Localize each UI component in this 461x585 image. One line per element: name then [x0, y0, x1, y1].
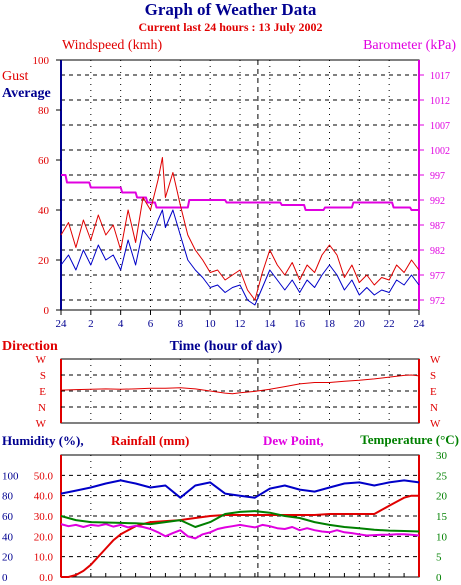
direction-tick-label-left: W: [36, 418, 47, 430]
left-tick-label: 40: [38, 205, 50, 217]
direction-tick-label-right: E: [430, 386, 437, 398]
right-tick-label: 977: [430, 271, 445, 282]
x-tick-label: 22: [384, 318, 395, 330]
humidity-tick-label: 40: [2, 531, 14, 543]
direction-line: [60, 374, 420, 395]
x-tick-label: 6: [148, 318, 154, 330]
plot-frame: [60, 59, 420, 311]
x-tick-label: 18: [324, 318, 336, 330]
direction-tick-label-left: S: [40, 370, 46, 382]
rainfall-tick-label: 10.0: [34, 552, 54, 564]
chart-title: Graph of Weather Data: [144, 0, 317, 19]
right-tick-label: 992: [430, 196, 445, 207]
left-tick-label: 60: [38, 155, 50, 167]
average-line: [60, 209, 420, 306]
left-tick-label: 80: [38, 105, 50, 117]
x-tick-label: 8: [178, 318, 184, 330]
chart-subtitle: Current last 24 hours : 13 July 2002: [138, 20, 323, 34]
right-tick-label: 1012: [430, 96, 450, 107]
temperature-tick-label: 5: [436, 552, 442, 564]
humidity-tick-label: 100: [2, 470, 19, 482]
x-tick-label: 4: [118, 318, 124, 330]
right-tick-label: 982: [430, 246, 445, 257]
dew-point-label: Dew Point,: [263, 433, 324, 448]
humidity-tick-label: 0: [2, 572, 8, 584]
rainfall-tick-label: 20.0: [34, 531, 54, 543]
left-tick-label: 20: [38, 255, 50, 267]
humidity-tick-label: 60: [2, 511, 14, 523]
right-tick-label: 1007: [430, 121, 450, 132]
direction-tick-label-right: W: [430, 354, 441, 366]
rainfall-line: [61, 494, 419, 578]
x-axis-label: Time (hour of day): [170, 339, 283, 354]
temperature-line: [60, 510, 420, 533]
direction-tick-label-right: S: [430, 370, 436, 382]
temperature-tick-label: 25: [436, 470, 448, 482]
gust-line: [60, 157, 420, 301]
direction-tick-label-left: E: [39, 386, 46, 398]
x-tick-label: 14: [264, 318, 276, 330]
direction-tick-label-left: W: [36, 354, 47, 366]
x-tick-label: 16: [294, 318, 306, 330]
legend-gust: Gust: [2, 69, 29, 84]
direction-tick-label-right: N: [430, 402, 438, 414]
right-axis-label: Barometer (kPa): [363, 38, 456, 53]
humidity-line: [60, 479, 420, 499]
left-tick-label: 100: [33, 55, 50, 67]
direction-tick-label-left: N: [38, 402, 46, 414]
temperature-tick-label: 30: [436, 450, 448, 462]
x-tick-label: 20: [354, 318, 366, 330]
dew-point-line: [60, 523, 420, 540]
rainfall-tick-label: 0.0: [39, 572, 53, 584]
x-tick-label: 12: [235, 318, 246, 330]
temperature-tick-label: 20: [436, 491, 448, 503]
rainfall-tick-label: 30.0: [34, 511, 54, 523]
x-tick-label: 2: [88, 318, 94, 330]
right-tick-label: 1002: [430, 146, 450, 157]
temperature-label: Temperature (°C): [360, 432, 459, 447]
barometer-line: [61, 174, 419, 211]
right-tick-label: 987: [430, 221, 445, 232]
right-tick-label: 1017: [430, 71, 450, 82]
x-tick-label: 24: [414, 318, 426, 330]
right-tick-label: 997: [430, 171, 445, 182]
temperature-tick-label: 10: [436, 531, 448, 543]
rainfall-tick-label: 50.0: [34, 470, 54, 482]
left-tick-label: 0: [44, 305, 50, 317]
direction-label: Direction: [2, 339, 58, 354]
direction-tick-label-right: W: [430, 418, 441, 430]
x-tick-label: 10: [205, 318, 217, 330]
rainfall-tick-label: 40.0: [34, 491, 54, 503]
temperature-tick-label: 0: [436, 572, 442, 584]
temperature-tick-label: 15: [436, 511, 448, 523]
legend-average: Average: [2, 86, 51, 101]
humidity-tick-label: 20: [2, 552, 14, 564]
humidity-tick-label: 80: [2, 491, 14, 503]
rainfall-label: Rainfall (mm): [111, 433, 189, 448]
x-tick-label: 24: [56, 318, 68, 330]
right-tick-label: 972: [430, 296, 445, 307]
left-axis-label: Windspeed (kmh): [62, 38, 162, 53]
humidity-label: Humidity (%),: [2, 433, 84, 448]
